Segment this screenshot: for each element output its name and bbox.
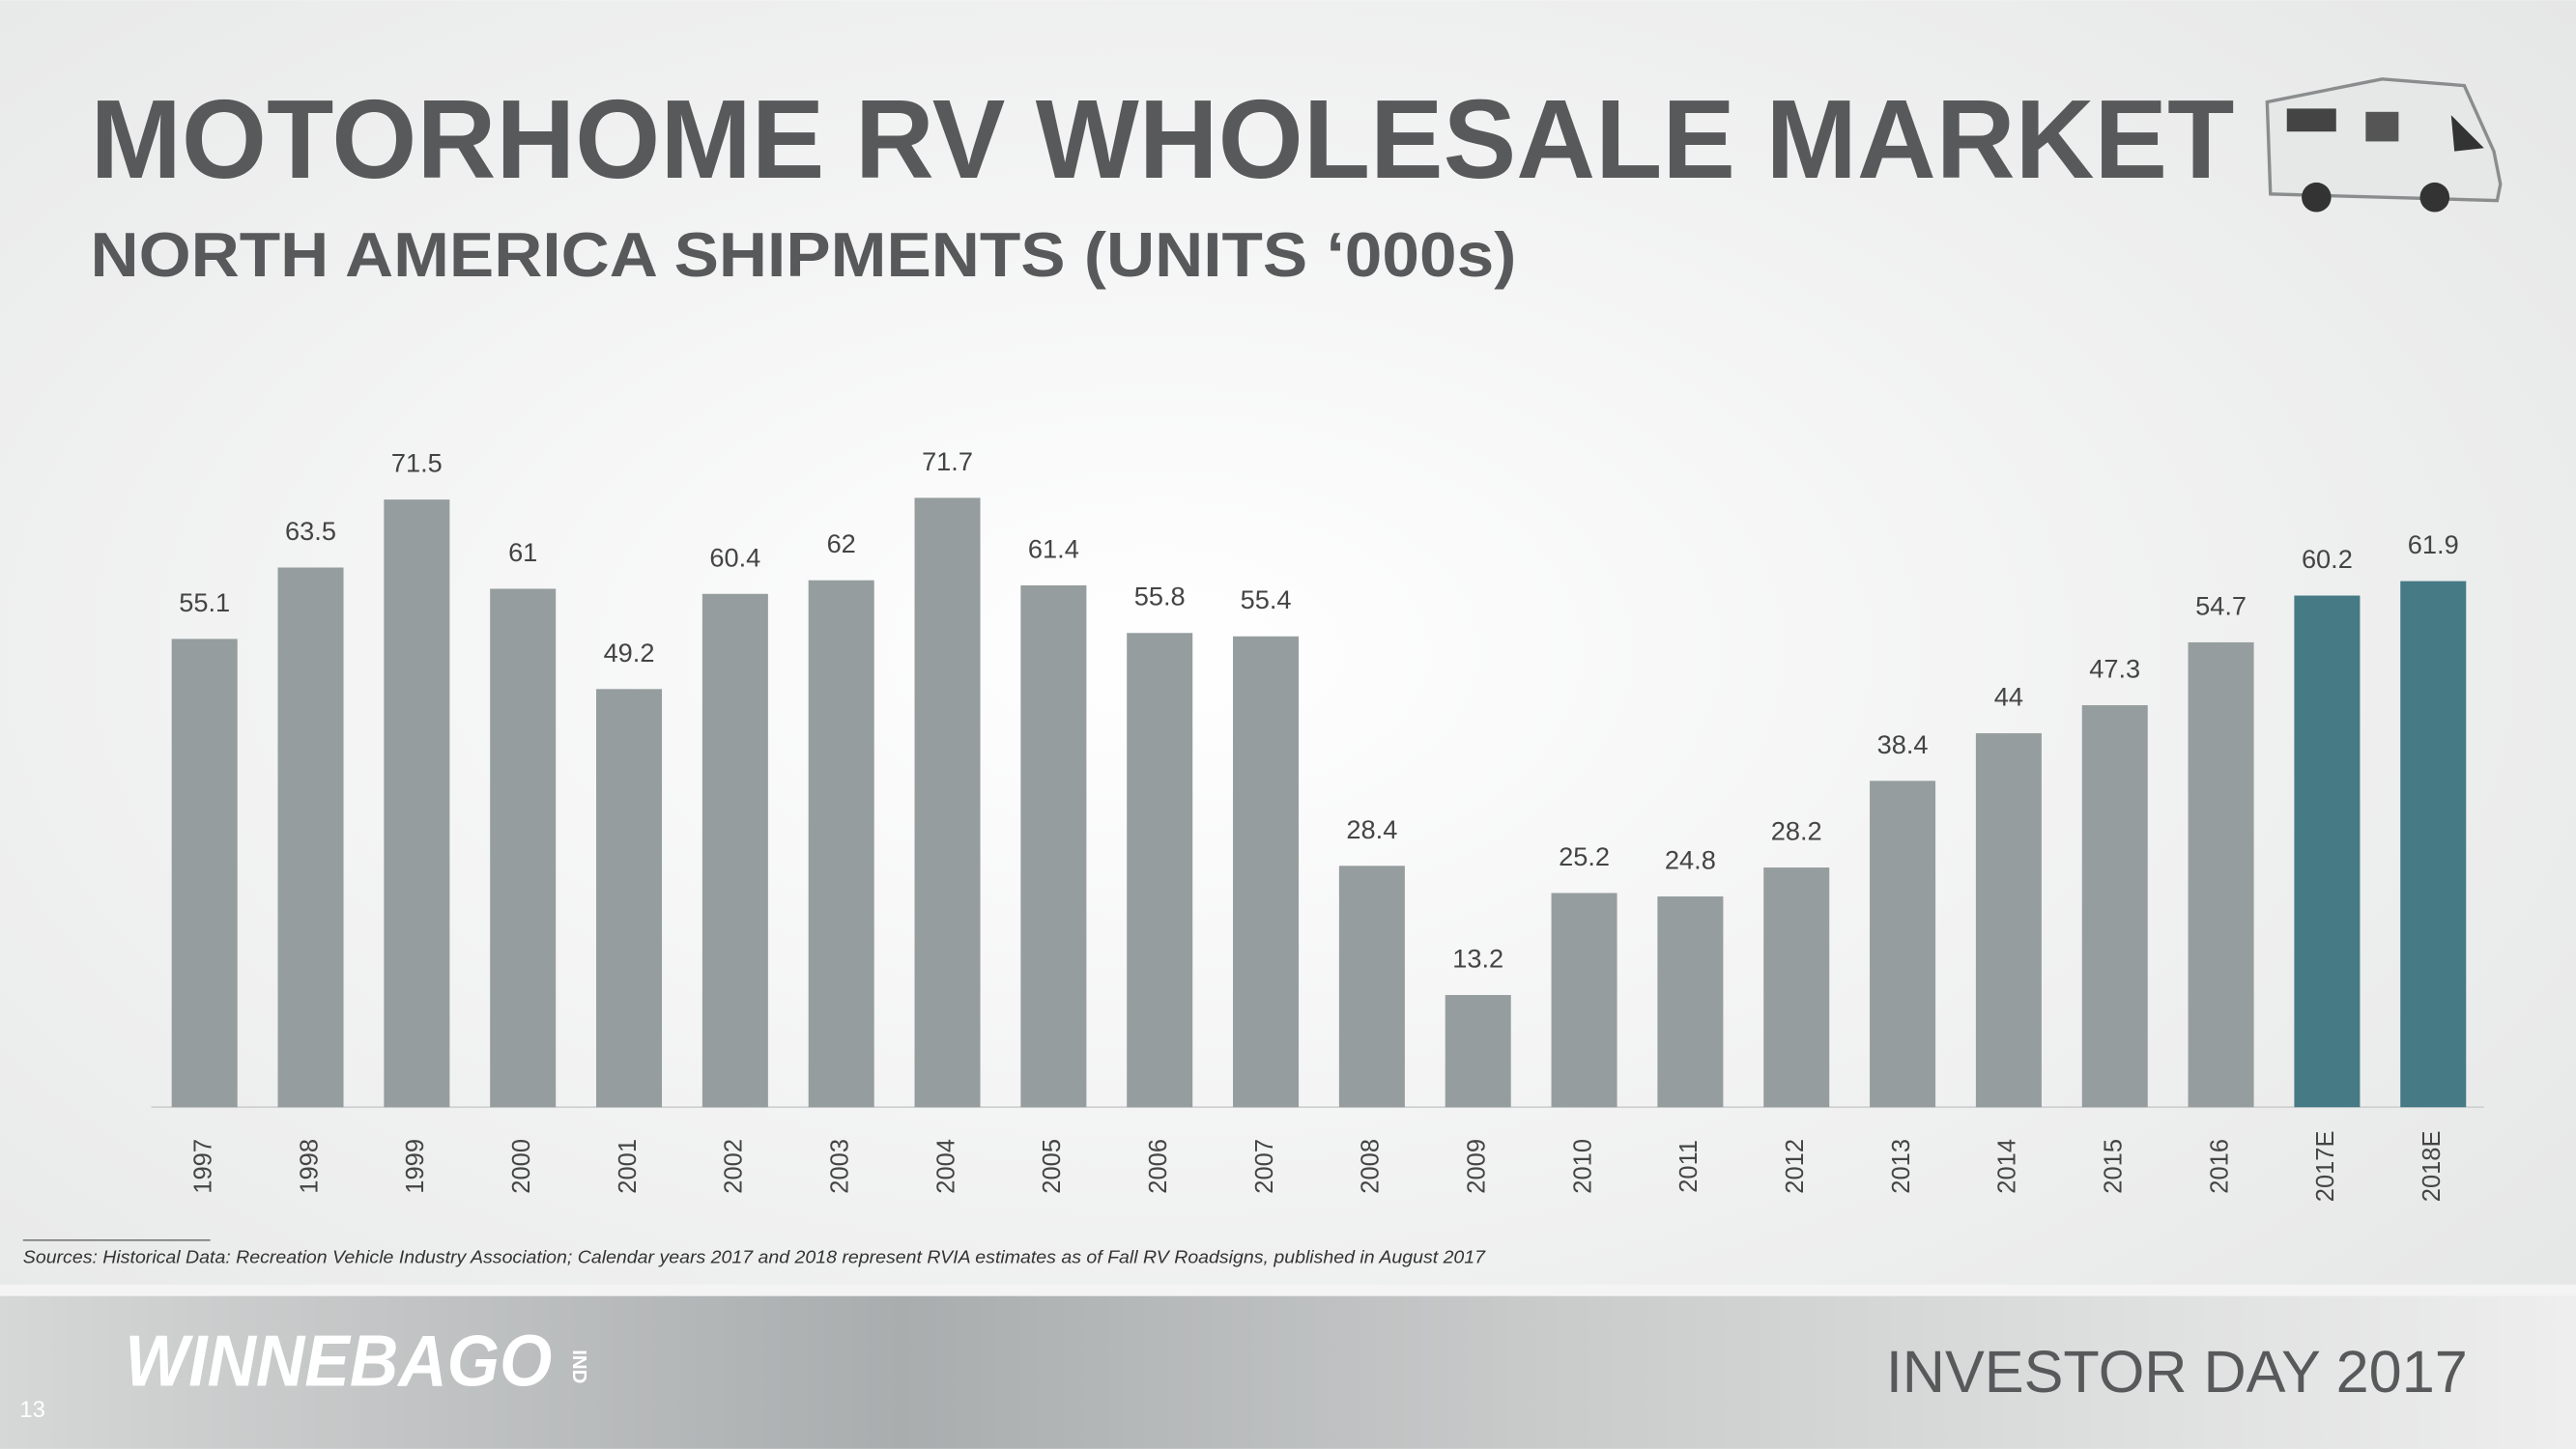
x-tick-label: 1997 xyxy=(189,1139,216,1194)
value-label: 55.8 xyxy=(1134,582,1186,611)
x-tick-label: 2002 xyxy=(721,1139,748,1194)
bar xyxy=(2081,705,2148,1108)
x-tick-label: 2001 xyxy=(615,1139,642,1194)
x-tick-label: 2011 xyxy=(1675,1140,1703,1193)
value-label: 62 xyxy=(827,528,856,558)
bar xyxy=(914,497,981,1108)
logo-suffix: IND xyxy=(568,1350,589,1383)
x-tick-label: 2014 xyxy=(1994,1139,2021,1194)
value-label: 61.9 xyxy=(2408,529,2459,559)
rv-illustration xyxy=(2265,77,2503,213)
x-tick-label: 2007 xyxy=(1251,1139,1278,1194)
x-tick-label: 2018E xyxy=(2419,1130,2446,1202)
x-tick-label: 2004 xyxy=(932,1139,959,1194)
bar xyxy=(1763,867,1830,1108)
footnote: Sources: Historical Data: Recreation Veh… xyxy=(23,1247,1486,1267)
bar xyxy=(2294,595,2361,1108)
x-tick-label: 2013 xyxy=(1888,1139,1915,1194)
x-tick-label: 2017E xyxy=(2312,1130,2339,1202)
value-label: 28.4 xyxy=(1346,814,1397,844)
x-tick-label: 2005 xyxy=(1039,1139,1066,1194)
bar xyxy=(596,689,663,1108)
bar xyxy=(1870,781,1936,1108)
x-tick-label: 2000 xyxy=(508,1139,535,1194)
x-tick-label: 2016 xyxy=(2206,1139,2233,1194)
value-label: 55.1 xyxy=(179,587,230,617)
bar xyxy=(1338,866,1405,1108)
bar xyxy=(1551,893,1617,1108)
value-label: 61.4 xyxy=(1028,533,1079,563)
value-label: 60.4 xyxy=(709,542,760,572)
value-label: 54.7 xyxy=(2195,590,2247,620)
bar xyxy=(171,639,238,1108)
x-tick-label: 1999 xyxy=(402,1139,429,1194)
value-label: 61 xyxy=(508,537,537,567)
bar xyxy=(701,593,768,1108)
value-label: 71.5 xyxy=(391,448,443,478)
value-label: 60.2 xyxy=(2302,544,2353,574)
bar xyxy=(2188,641,2254,1108)
value-label: 71.7 xyxy=(922,446,973,476)
bar xyxy=(384,499,450,1108)
footer-stripe xyxy=(0,1284,2576,1296)
bar xyxy=(1020,584,1087,1108)
footer-band xyxy=(0,1295,2576,1449)
bar xyxy=(1657,895,1724,1108)
bar xyxy=(2400,581,2467,1108)
value-label: 25.2 xyxy=(1559,841,1610,871)
value-label: 13.2 xyxy=(1452,944,1503,974)
bar xyxy=(277,567,344,1108)
bar xyxy=(490,588,557,1108)
x-tick-label: 2010 xyxy=(1569,1139,1596,1194)
value-label: 38.4 xyxy=(1877,729,1929,759)
chart: 55.1 1997 63.5 1998 71.5 1999 61 2000 49.2 2001 60… xyxy=(151,446,2484,1202)
bar xyxy=(1445,995,1511,1108)
value-label: 24.8 xyxy=(1665,844,1716,874)
bar xyxy=(1127,633,1193,1108)
bar xyxy=(808,580,874,1108)
x-tick-label: 2015 xyxy=(2100,1139,2127,1194)
subtitle: NORTH AMERICA SHIPMENTS (UNITS ‘000s) xyxy=(91,220,1517,290)
x-tick-label: 2003 xyxy=(826,1139,853,1194)
page-number: 13 xyxy=(19,1397,44,1423)
value-label: 47.3 xyxy=(2089,654,2140,684)
x-tick-label: 1998 xyxy=(296,1139,323,1194)
title: MOTORHOME RV WHOLESALE MARKET xyxy=(91,77,2235,202)
bar xyxy=(1233,636,1300,1108)
value-label: 49.2 xyxy=(604,638,655,668)
value-label: 63.5 xyxy=(285,516,336,546)
logo: WINNEBAGO xyxy=(125,1321,552,1402)
x-tick-label: 2012 xyxy=(1782,1139,1809,1194)
x-tick-label: 2008 xyxy=(1358,1139,1385,1194)
x-tick-label: 2006 xyxy=(1145,1139,1172,1194)
x-tick-label: 2009 xyxy=(1463,1139,1490,1194)
event-name: INVESTOR DAY 2017 xyxy=(1886,1339,2468,1405)
bar xyxy=(1975,733,2042,1108)
value-label: 44 xyxy=(1994,682,2023,712)
value-label: 28.2 xyxy=(1771,816,1822,846)
value-label: 55.4 xyxy=(1241,584,1292,614)
